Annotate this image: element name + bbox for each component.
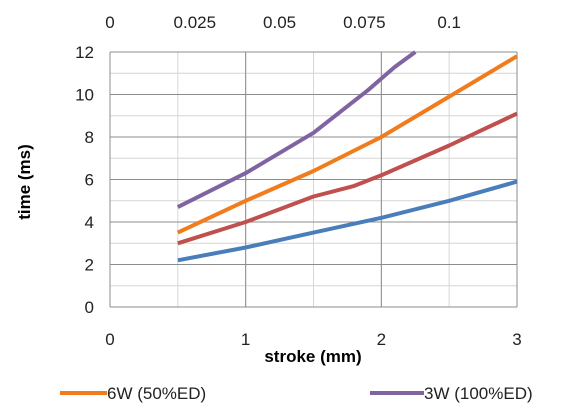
- y-axis-title: time (ms): [15, 144, 34, 220]
- y-tick-label: 12: [75, 43, 94, 62]
- series-lines: [176, 50, 519, 263]
- legend-label: 6W (50%ED): [107, 384, 206, 403]
- y-tick-label: 6: [85, 171, 94, 190]
- x-tick-label: 3: [512, 330, 521, 349]
- x2-tick-label: 0.1: [437, 13, 461, 32]
- x-tick-label: 1: [241, 330, 250, 349]
- x-tick-label: 0: [105, 330, 114, 349]
- legend-label: 3W (100%ED): [424, 384, 533, 403]
- x2-tick-label: 0.05: [263, 13, 296, 32]
- x-axis-ticks: 0 1 2 3: [105, 330, 521, 349]
- legend: 6W (50%ED) 3W (100%ED): [60, 384, 533, 403]
- x2-tick-label: 0: [105, 13, 114, 32]
- series-line-2: [177, 111, 518, 246]
- y-tick-label: 8: [85, 128, 94, 147]
- y-axis-ticks: 0 2 4 6 8 10 12: [75, 43, 94, 317]
- series-line-4: [176, 50, 417, 209]
- series-line-3: [176, 54, 519, 235]
- series-line-1: [177, 179, 518, 263]
- y-tick-label: 4: [85, 213, 94, 232]
- x-tick-label: 2: [377, 330, 386, 349]
- y-tick-label: 2: [85, 256, 94, 275]
- x-axis-title: stroke (mm): [264, 347, 361, 366]
- y-tick-label: 0: [85, 298, 94, 317]
- y-tick-label: 10: [75, 86, 94, 105]
- secondary-x-axis-ticks: 0 0.025 0.05 0.075 0.1: [105, 13, 461, 32]
- x2-tick-label: 0.075: [343, 13, 386, 32]
- x2-tick-label: 0.025: [174, 13, 217, 32]
